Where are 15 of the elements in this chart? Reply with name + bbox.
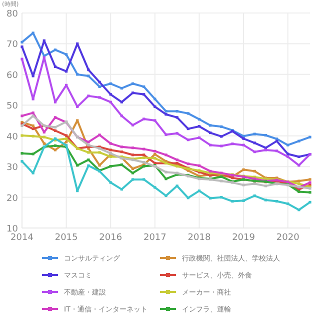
x-tick-label: 2014: [10, 233, 34, 243]
x-tick-label: 2019: [232, 233, 256, 243]
x-tick-label: 2018: [188, 233, 211, 243]
y-tick-label: 80: [6, 10, 18, 20]
y-tick-label: 60: [6, 70, 18, 81]
y-tick-label: 30: [6, 163, 18, 174]
x-tick-label: 2020: [276, 233, 300, 243]
x-tick-label: 2016: [99, 233, 122, 243]
y-tick-label: 70: [6, 40, 18, 50]
x-tick-label: 2015: [54, 233, 78, 243]
x-tick-label: 2017: [143, 233, 166, 243]
y-tick-label: 50: [6, 102, 18, 112]
y-tick-label: 10: [6, 224, 18, 234]
y-tick-label: 20: [6, 194, 18, 204]
y-tick-label: 40: [6, 132, 18, 142]
